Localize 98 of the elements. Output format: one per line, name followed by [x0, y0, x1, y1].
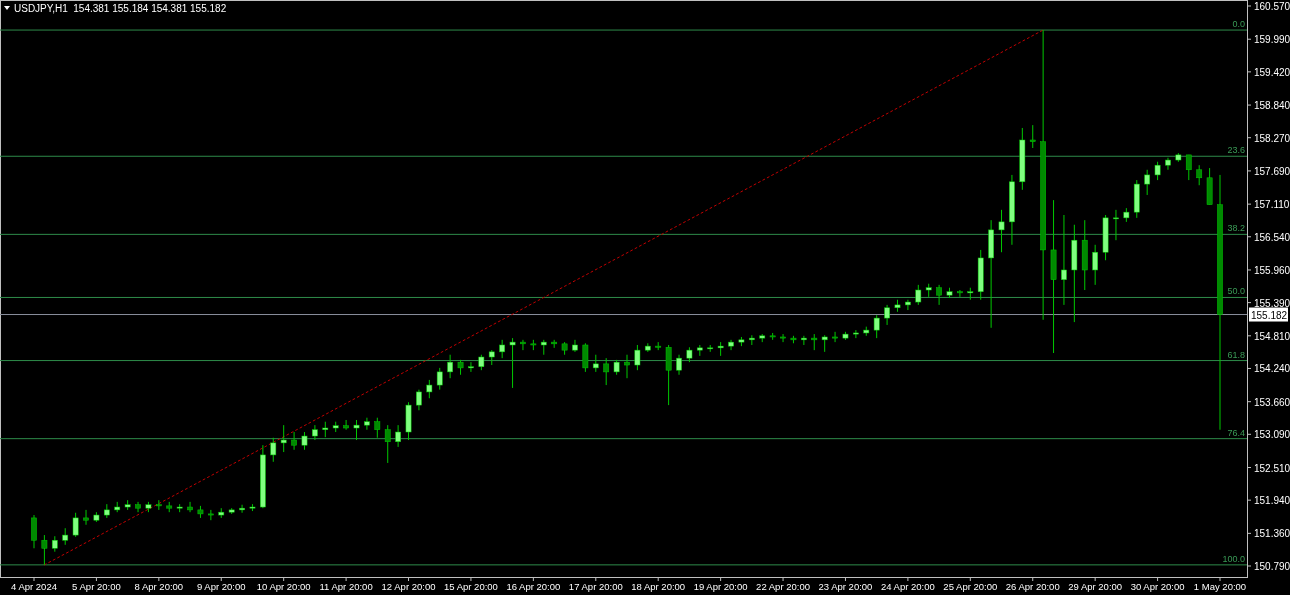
x-tick-label: 18 Apr 20:00 [631, 581, 686, 592]
candlestick [353, 419, 360, 441]
x-tick-label: 15 Apr 20:00 [444, 581, 498, 592]
candlestick [1185, 154, 1192, 181]
candlestick [83, 509, 89, 526]
candlestick [509, 337, 516, 389]
candlestick [957, 289, 963, 298]
candlestick [280, 424, 287, 453]
candlestick [1061, 214, 1067, 306]
candlestick [603, 357, 610, 386]
candlestick [1029, 124, 1036, 149]
candlestick [416, 389, 422, 411]
candlestick [998, 209, 1005, 253]
y-tick-label: 158.270 [1254, 132, 1290, 144]
x-tick-label: 11 Apr 20:00 [319, 581, 373, 592]
y-tick-label: 155.960 [1254, 264, 1290, 276]
y-tick-label: 153.660 [1254, 396, 1290, 408]
candlestick [384, 424, 391, 464]
annotation: 23.6 [1227, 145, 1245, 156]
y-tick-label: 159.420 [1254, 66, 1290, 78]
candlestick [41, 534, 48, 566]
candlestick [364, 417, 370, 431]
candlestick [187, 501, 193, 513]
candlestick [395, 424, 401, 448]
candlestick [801, 335, 807, 346]
x-tick-label: 8 Apr 20:00 [134, 581, 184, 592]
x-tick-label: 19 Apr 20:00 [693, 581, 748, 592]
x-tick-label: 30 Apr 20:00 [1130, 581, 1185, 592]
candlestick [436, 367, 443, 391]
candlestick [312, 424, 318, 441]
candlestick [208, 509, 214, 521]
y-tick-label: 159.990 [1254, 34, 1290, 46]
y-tick-label: 156.540 [1254, 231, 1290, 243]
candlestick [884, 304, 890, 326]
x-tick-label: 17 Apr 20:00 [568, 581, 623, 592]
candlestick [1144, 169, 1151, 196]
candlestick [780, 333, 786, 343]
candlestick [634, 344, 641, 371]
annotation: 61.8 [1227, 349, 1245, 360]
y-tick-label: 155.390 [1254, 297, 1290, 309]
y-tick-label: 157.690 [1254, 165, 1290, 177]
candlestick [374, 417, 381, 439]
candlestick [31, 514, 37, 549]
y-tick-label: 154.810 [1254, 330, 1290, 342]
x-tick-label: 16 Apr 20:00 [506, 581, 561, 592]
candlestick [676, 354, 682, 376]
annotation: 38.2 [1227, 223, 1245, 234]
candlestick [135, 501, 141, 513]
x-tick-label: 25 Apr 20:00 [943, 581, 998, 592]
y-tick-label: 154.240 [1254, 363, 1290, 375]
y-tick-label: 157.110 [1254, 199, 1290, 211]
y-tick-label: 151.940 [1254, 495, 1290, 507]
candlestick [239, 504, 245, 514]
candlestick [1092, 244, 1099, 286]
candlestick [343, 419, 349, 431]
x-tick-label: 29 Apr 20:00 [1068, 581, 1123, 592]
candlestick [499, 339, 506, 359]
candlestick [1113, 209, 1119, 241]
candlestick [915, 284, 922, 306]
x-tick-label: 9 Apr 20:00 [196, 581, 246, 592]
candlestick [665, 344, 672, 406]
candlestick [905, 299, 911, 311]
candlestick [582, 342, 589, 373]
x-tick-label: 22 Apr 20:00 [756, 581, 810, 592]
x-tick-label: 23 Apr 20:00 [818, 581, 873, 592]
ref-line-label: 155.182 [1251, 309, 1288, 321]
annotation: 76.4 [1227, 427, 1245, 438]
candlestick [624, 354, 630, 379]
candlestick [853, 329, 859, 339]
candlestick [468, 361, 474, 373]
candlestick [291, 431, 297, 451]
candlestick [873, 314, 880, 339]
annotation: 100.0 [1222, 553, 1245, 564]
candlestick [1154, 161, 1161, 181]
y-tick-label: 150.790 [1254, 561, 1290, 573]
candlestick [520, 339, 526, 351]
y-tick-label: 152.510 [1254, 462, 1290, 474]
x-tick-label: 10 Apr 20:00 [256, 581, 311, 592]
candlestick [936, 284, 942, 306]
y-tick-label: 151.360 [1254, 528, 1290, 540]
x-tick-label: 1 May 20:00 [1193, 581, 1247, 592]
candlestick [426, 379, 433, 399]
y-tick-label: 160.570 [1254, 1, 1290, 13]
candlestick [1196, 164, 1203, 186]
chart-title: USDJPY,H1 154.381 155.184 154.381 155.182 [14, 3, 227, 14]
candlestick [832, 331, 838, 343]
candlestick [72, 512, 79, 538]
annotation: 0.0 [1232, 19, 1245, 30]
y-tick-label: 153.090 [1254, 429, 1290, 441]
candlestick [270, 437, 277, 463]
y-tick-label: 158.840 [1254, 100, 1290, 112]
x-tick-label: 26 Apr 20:00 [1005, 581, 1060, 592]
annotation: 50.0 [1227, 286, 1245, 297]
x-tick-label: 24 Apr 20:00 [880, 581, 935, 592]
x-tick-label: 4 Apr 2024 [11, 581, 57, 592]
x-tick-label: 5 Apr 20:00 [72, 581, 121, 592]
x-tick-label: 12 Apr 20:00 [381, 581, 436, 592]
candlestick [447, 354, 453, 379]
